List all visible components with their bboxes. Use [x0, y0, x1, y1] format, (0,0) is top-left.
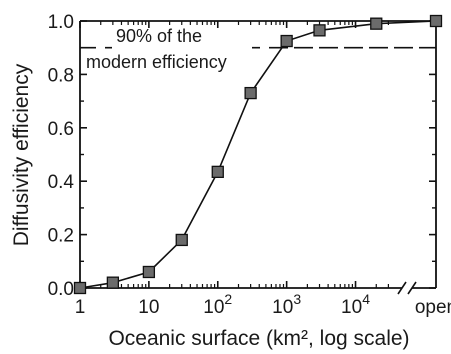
data-point-marker [313, 24, 326, 37]
x-tick-label: 102 [203, 291, 232, 318]
axis-break-mark [397, 281, 417, 295]
data-point-marker [175, 233, 188, 247]
x-tick-label: 104 [341, 291, 370, 318]
y-axis-label: Diffusivity efficiency [10, 63, 33, 246]
x-tick-label: 10 [138, 297, 159, 318]
y-tick-label: 0.6 [48, 119, 74, 140]
y-tick-label: 0.4 [48, 172, 75, 193]
data-point-marker [244, 86, 257, 100]
y-tick-label: 1.0 [48, 12, 74, 33]
reference-annotation-line-2: modern efficiency [86, 52, 227, 72]
x-axis-label: Oceanic surface (km², log scale) [108, 327, 409, 350]
data-point-marker [429, 14, 443, 28]
label-layer: Oceanic surface (km², log scale) Diffusi… [10, 63, 410, 350]
reference-annotation-line-1: 90% of the [116, 26, 202, 46]
x-tick-label: 103 [272, 291, 301, 318]
annotation-layer: 90% of the modern efficiency [86, 26, 227, 72]
x-tick-label: 1 [75, 297, 86, 318]
data-series-line [79, 20, 437, 289]
data-point-marker [73, 281, 87, 295]
axes-layer: 0.0 0.2 0.4 0.6 0.8 1.0 1 10 102 103 104 open [48, 12, 451, 318]
y-tick-label: 0.8 [48, 65, 74, 86]
data-point-marker [142, 265, 156, 279]
y-tick-label: 0.2 [48, 226, 74, 247]
data-point-marker [211, 165, 224, 179]
data-point-marker [280, 34, 293, 48]
y-tick-label: 0.0 [48, 279, 74, 300]
data-layer [73, 14, 443, 295]
x-tick-label-open: open [415, 297, 451, 318]
data-point-marker [106, 276, 120, 289]
data-point-marker [370, 17, 383, 30]
